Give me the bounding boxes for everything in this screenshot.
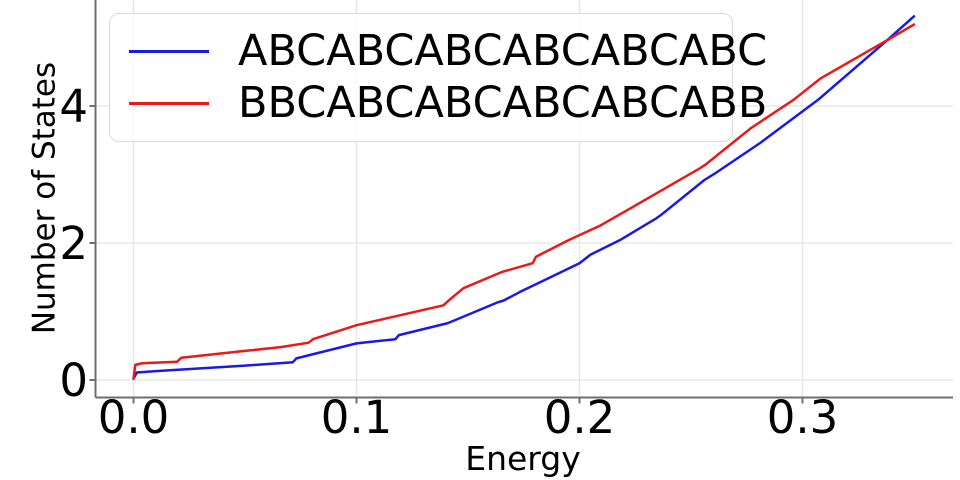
- x-tick-label: 0.2: [544, 391, 616, 444]
- legend: ABCABCABCABCABCABC BBCABCABCABCABCABB: [109, 13, 767, 142]
- series-line-1: [132, 15, 916, 380]
- x-tick-label: 0.3: [767, 391, 839, 444]
- legend-line-sample-blue: [129, 49, 209, 53]
- legend-line-sample-red: [129, 101, 209, 105]
- legend-entry-series-2: BBCABCABCABCABCABB: [129, 77, 767, 129]
- y-axis-label: Number of States: [26, 61, 63, 335]
- x-axis-label: Energy: [465, 439, 581, 478]
- legend-entry-series-1: ABCABCABCABCABCABC: [129, 25, 767, 77]
- series-line-2: [132, 23, 916, 380]
- legend-label-series-1: ABCABCABCABCABCABC: [238, 25, 768, 76]
- y-tick-label: 4: [59, 80, 88, 133]
- x-tick-label: 0.0: [98, 391, 170, 444]
- y-tick-label: 2: [59, 217, 88, 270]
- y-tick-label: 0: [59, 354, 88, 407]
- x-tick-label: 0.1: [321, 391, 393, 444]
- legend-label-series-2: BBCABCABCABCABCABB: [238, 77, 768, 128]
